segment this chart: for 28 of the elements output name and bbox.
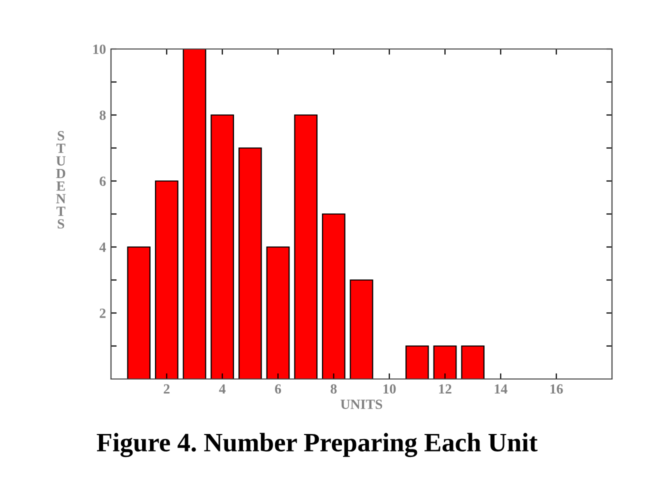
- x-tick-label: 6: [275, 384, 282, 394]
- bar: [350, 279, 374, 379]
- bar: [210, 114, 234, 379]
- x-tick-label: 12: [439, 384, 452, 394]
- y-tick-label: 4: [99, 242, 106, 252]
- bar: [266, 246, 290, 379]
- x-tick-label: 4: [219, 384, 226, 394]
- x-axis-title: UNITS: [340, 400, 382, 410]
- y-tick-label: 6: [100, 176, 106, 186]
- bar: [127, 246, 151, 379]
- caption: Figure 4. Number Preparing Each Unit: [96, 432, 538, 458]
- y-tick-label: 10: [93, 44, 106, 54]
- bar: [182, 49, 206, 379]
- x-tick-label: 2: [164, 384, 170, 394]
- bar: [433, 345, 457, 379]
- y-axis-title: STUDENTS: [56, 131, 66, 229]
- bar: [154, 180, 178, 379]
- y-tick-label: 2: [100, 308, 106, 318]
- y-tick-label: 8: [100, 110, 106, 120]
- x-tick-label: 10: [384, 384, 396, 394]
- bar: [405, 345, 429, 379]
- bar: [238, 147, 262, 379]
- bar: [294, 114, 318, 379]
- bar: [322, 213, 346, 379]
- x-tick-label: 16: [550, 384, 563, 394]
- x-tick-label: 14: [494, 384, 508, 394]
- bar: [461, 345, 485, 379]
- x-tick-label: 8: [330, 384, 337, 394]
